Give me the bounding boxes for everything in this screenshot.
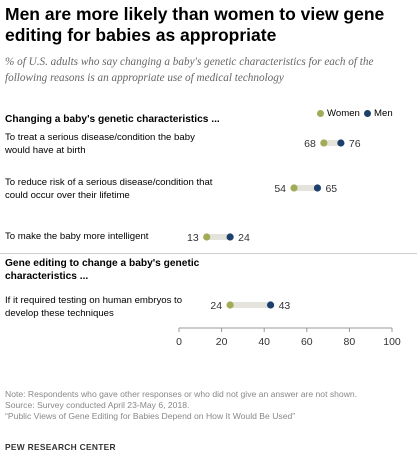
women-dot-3 bbox=[226, 301, 234, 309]
legend-women: Women bbox=[317, 108, 360, 119]
section-heading-changing: Changing a baby's genetic characteristic… bbox=[5, 114, 220, 125]
women-value-1: 54 bbox=[274, 183, 286, 195]
category-label-0: To treat a serious disease/condition the… bbox=[5, 132, 195, 156]
x-tick-label-0: 0 bbox=[176, 336, 182, 348]
women-value-2: 13 bbox=[187, 232, 199, 244]
category-label-2: To make the baby more intelligent bbox=[5, 231, 149, 242]
category-label-1: To reduce risk of a serious disease/cond… bbox=[5, 177, 213, 201]
women-dot-0 bbox=[320, 139, 328, 147]
men-value-3: 43 bbox=[279, 300, 291, 312]
legend-men-label: Men bbox=[374, 108, 393, 119]
x-tick-label-5: 100 bbox=[383, 336, 401, 348]
legend-men: Men bbox=[364, 108, 393, 119]
x-tick-label-2: 40 bbox=[258, 336, 270, 348]
footnote: Note: Respondents who gave other respons… bbox=[5, 389, 417, 422]
x-tick-label-3: 60 bbox=[301, 336, 313, 348]
legend-men-swatch bbox=[364, 109, 371, 117]
men-value-2: 24 bbox=[238, 232, 250, 244]
x-tick-label-1: 20 bbox=[216, 336, 228, 348]
legend-women-label: Women bbox=[327, 108, 360, 119]
section-heading-gene-editing: Gene editing to change a baby's genetic … bbox=[5, 258, 200, 282]
men-dot-0 bbox=[337, 139, 345, 147]
women-dot-2 bbox=[203, 233, 211, 241]
chart-subtitle: % of U.S. adults who say changing a baby… bbox=[5, 56, 374, 84]
men-dot-3 bbox=[266, 301, 275, 309]
legend-women-swatch bbox=[317, 109, 324, 117]
men-dot-2 bbox=[226, 233, 234, 241]
report-text: “Public Views of Gene Editing for Babies… bbox=[5, 411, 296, 421]
note-text: Note: Respondents who gave other respons… bbox=[5, 389, 358, 399]
category-label-3: If it required testing on human embryos … bbox=[5, 295, 183, 319]
source-text: Source: Survey conducted April 23-May 6,… bbox=[5, 400, 190, 410]
women-value-0: 68 bbox=[304, 138, 316, 150]
women-dot-1 bbox=[290, 184, 298, 192]
x-tick-label-4: 80 bbox=[344, 336, 356, 348]
men-dot-1 bbox=[313, 184, 322, 192]
men-value-0: 76 bbox=[349, 138, 361, 150]
chart-title: Men are more likely than women to view g… bbox=[5, 4, 385, 45]
men-value-1: 65 bbox=[325, 183, 337, 195]
org-name: PEW RESEARCH CENTER bbox=[5, 442, 116, 452]
dot-plot: 68 76 54 65 13 24 24 43 0 20 40 60 80 100 bbox=[176, 138, 401, 348]
women-value-3: 24 bbox=[210, 300, 222, 312]
section-divider bbox=[0, 253, 417, 254]
